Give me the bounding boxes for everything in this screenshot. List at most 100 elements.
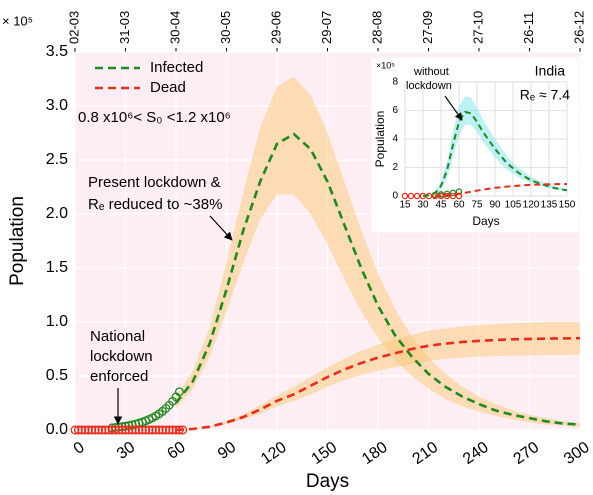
data-point [154, 425, 164, 435]
y-tick-label: 0.5 [46, 367, 68, 384]
annotation: National [90, 328, 145, 345]
y-tick-label: 1.5 [46, 259, 68, 276]
x2-tick-label: 29-07 [319, 11, 334, 44]
x-tick-label: 90 [489, 200, 501, 211]
x-axis-title: Days [306, 471, 349, 492]
line [174, 132, 581, 426]
annotation: without [413, 66, 449, 78]
x-tick-label: 120 [523, 200, 540, 211]
x-tick-label: 30 [114, 439, 138, 463]
x-axis-title: Days [472, 214, 499, 228]
data-point [443, 192, 451, 200]
inset-title: India [535, 63, 566, 79]
x2-tick-label: 27-10 [470, 11, 485, 44]
y-axis-title: Population [7, 196, 28, 286]
data-point [161, 425, 171, 435]
x2-tick-label: 02-03 [66, 11, 81, 44]
y-tick-label: 0.0 [46, 421, 68, 438]
x2-tick-label: 30-04 [167, 11, 182, 44]
data-point [124, 425, 134, 435]
y-tick-label: 3.0 [46, 97, 68, 114]
data-point [80, 425, 90, 435]
data-point [100, 425, 110, 435]
data-point [144, 425, 154, 435]
x-tick-label: 150 [559, 200, 576, 211]
annotation: lockdown [406, 80, 452, 92]
y-tick-label: 6 [392, 105, 398, 116]
annotation: Rₑ reduced to ~38% [88, 196, 222, 213]
data-point [449, 189, 457, 197]
x2-tick-label: 30-05 [218, 11, 233, 44]
data-point [107, 425, 117, 435]
arrow [209, 215, 233, 241]
x2-tick-label: 26-11 [521, 12, 536, 44]
x2-tick-label: 29-06 [268, 11, 283, 44]
data-point [127, 425, 137, 435]
x-tick-label: 210 [410, 439, 442, 468]
data-point [70, 425, 80, 435]
y-tick-label: 8 [392, 77, 398, 88]
x-tick-label: 0 [71, 439, 88, 458]
data-point [94, 425, 104, 435]
x-tick-label: 120 [258, 439, 290, 468]
annotation: Rₑ ≈ 7.4 [520, 87, 570, 103]
x-tick-label: 75 [471, 200, 483, 211]
x-tick-label: 90 [215, 439, 239, 463]
y-tick-label: 2.0 [46, 205, 68, 222]
y-tick-label: 3.5 [46, 43, 68, 60]
x-tick-label: 240 [460, 439, 492, 468]
data-point [110, 425, 120, 435]
y-tick-label: 2.5 [46, 151, 68, 168]
annotation: lockdown [90, 348, 153, 365]
data-point [413, 192, 421, 200]
annotation: Present lockdown & [88, 174, 221, 191]
x2-tick-label: 31-03 [117, 11, 132, 44]
band [176, 76, 580, 427]
x-tick-label: 180 [359, 439, 391, 468]
data-point [443, 190, 451, 198]
data-point [131, 425, 141, 435]
data-point [449, 192, 457, 200]
data-point [90, 425, 100, 435]
data-point [137, 425, 147, 435]
x-tick-label: 30 [417, 200, 429, 211]
x2-tick-label: 27-09 [420, 11, 435, 44]
x-tick-label: 105 [505, 200, 522, 211]
x-tick-label: 150 [309, 439, 341, 468]
x-tick-label: 135 [541, 200, 558, 211]
data-point [87, 425, 97, 435]
data-point [104, 425, 114, 435]
x-tick-label: 60 [164, 439, 188, 463]
data-point [84, 425, 93, 435]
data-point [151, 425, 161, 435]
x-tick-label: 270 [511, 439, 543, 468]
annotation: enforced [90, 368, 148, 385]
x2-tick-label: 28-08 [369, 11, 384, 44]
data-point [134, 425, 144, 435]
data-point [97, 425, 107, 435]
data-point [77, 425, 87, 435]
data-point [164, 425, 174, 435]
line [434, 183, 568, 197]
y-axis-title: Population [373, 111, 387, 168]
legend-label: Dead [150, 79, 186, 96]
line [175, 336, 581, 432]
x-tick-label: 60 [453, 200, 465, 211]
y-multiplier: ×10⁵ [376, 60, 395, 70]
band [176, 322, 580, 430]
data-point [121, 425, 130, 435]
x-tick-label: 300 [561, 439, 593, 468]
y-tick-label: 2 [392, 162, 398, 173]
y-tick-label: 4 [392, 134, 398, 145]
data-point [158, 425, 167, 435]
data-point [147, 425, 157, 435]
line [422, 110, 568, 197]
arrow [444, 95, 463, 121]
x2-tick-label: 26-12 [571, 11, 586, 44]
data-point [407, 192, 415, 200]
y-tick-label: 0 [392, 191, 398, 202]
data-point [401, 192, 409, 200]
x-tick-label: 15 [399, 200, 411, 211]
data-point [141, 425, 151, 435]
